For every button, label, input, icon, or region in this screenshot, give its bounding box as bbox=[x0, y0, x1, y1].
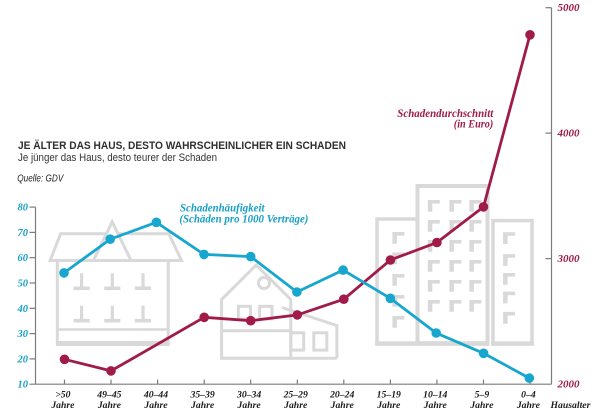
svg-text:Jahre: Jahre bbox=[330, 400, 355, 411]
svg-text:80: 80 bbox=[18, 203, 29, 214]
svg-text:(in Euro): (in Euro) bbox=[454, 119, 494, 131]
svg-text:Jahre: Jahre bbox=[423, 400, 448, 411]
svg-text:Jahre: Jahre bbox=[516, 400, 541, 411]
svg-text:5–9: 5–9 bbox=[475, 390, 490, 401]
svg-text:30: 30 bbox=[17, 329, 29, 340]
svg-text:49–45: 49–45 bbox=[96, 390, 121, 401]
svg-text:Hausalter: Hausalter bbox=[550, 400, 591, 411]
svg-text:Jahre: Jahre bbox=[237, 400, 262, 411]
svg-text:Quelle: GDV: Quelle: GDV bbox=[17, 174, 64, 185]
svg-text:Jahre: Jahre bbox=[97, 400, 122, 411]
svg-text:35–39: 35–39 bbox=[189, 390, 214, 401]
svg-text:2000: 2000 bbox=[557, 379, 581, 391]
svg-text:3000: 3000 bbox=[557, 253, 581, 265]
svg-text:25–29: 25–29 bbox=[283, 390, 308, 401]
svg-text:40–44: 40–44 bbox=[143, 390, 168, 401]
svg-text:5000: 5000 bbox=[558, 2, 581, 14]
svg-text:10–14: 10–14 bbox=[423, 390, 447, 401]
svg-text:70: 70 bbox=[18, 228, 29, 239]
svg-text:Jahre: Jahre bbox=[143, 400, 168, 411]
svg-text:20–24: 20–24 bbox=[329, 390, 354, 401]
svg-text:50: 50 bbox=[18, 279, 29, 290]
svg-text:JE ÄLTER DAS HAUS, DESTO WAHRS: JE ÄLTER DAS HAUS, DESTO WAHRSCHEINLICHE… bbox=[18, 139, 346, 152]
svg-text:Schadendurchschnitt: Schadendurchschnitt bbox=[397, 108, 494, 120]
svg-text:Je jünger das Haus, desto teur: Je jünger das Haus, desto teurer der Sch… bbox=[18, 152, 217, 164]
svg-text:30–34: 30–34 bbox=[236, 390, 261, 401]
svg-text:Jahre: Jahre bbox=[283, 400, 308, 411]
svg-text:40: 40 bbox=[17, 304, 29, 315]
svg-text:20: 20 bbox=[17, 354, 29, 365]
svg-text:Jahre: Jahre bbox=[190, 400, 215, 411]
svg-text:0–4: 0–4 bbox=[521, 390, 536, 401]
svg-text:Jahre: Jahre bbox=[376, 400, 401, 411]
svg-text:60: 60 bbox=[18, 253, 29, 264]
svg-text:(Schäden pro 1000 Verträge): (Schäden pro 1000 Verträge) bbox=[179, 214, 308, 226]
svg-text:4000: 4000 bbox=[557, 128, 581, 140]
svg-text:>50: >50 bbox=[55, 390, 70, 401]
svg-text:Jahre: Jahre bbox=[469, 400, 494, 411]
svg-text:Jahre: Jahre bbox=[50, 400, 75, 411]
svg-text:15–19: 15–19 bbox=[377, 390, 401, 401]
svg-text:10: 10 bbox=[18, 380, 29, 391]
svg-text:Schadenhäufigkeit: Schadenhäufigkeit bbox=[180, 203, 265, 215]
